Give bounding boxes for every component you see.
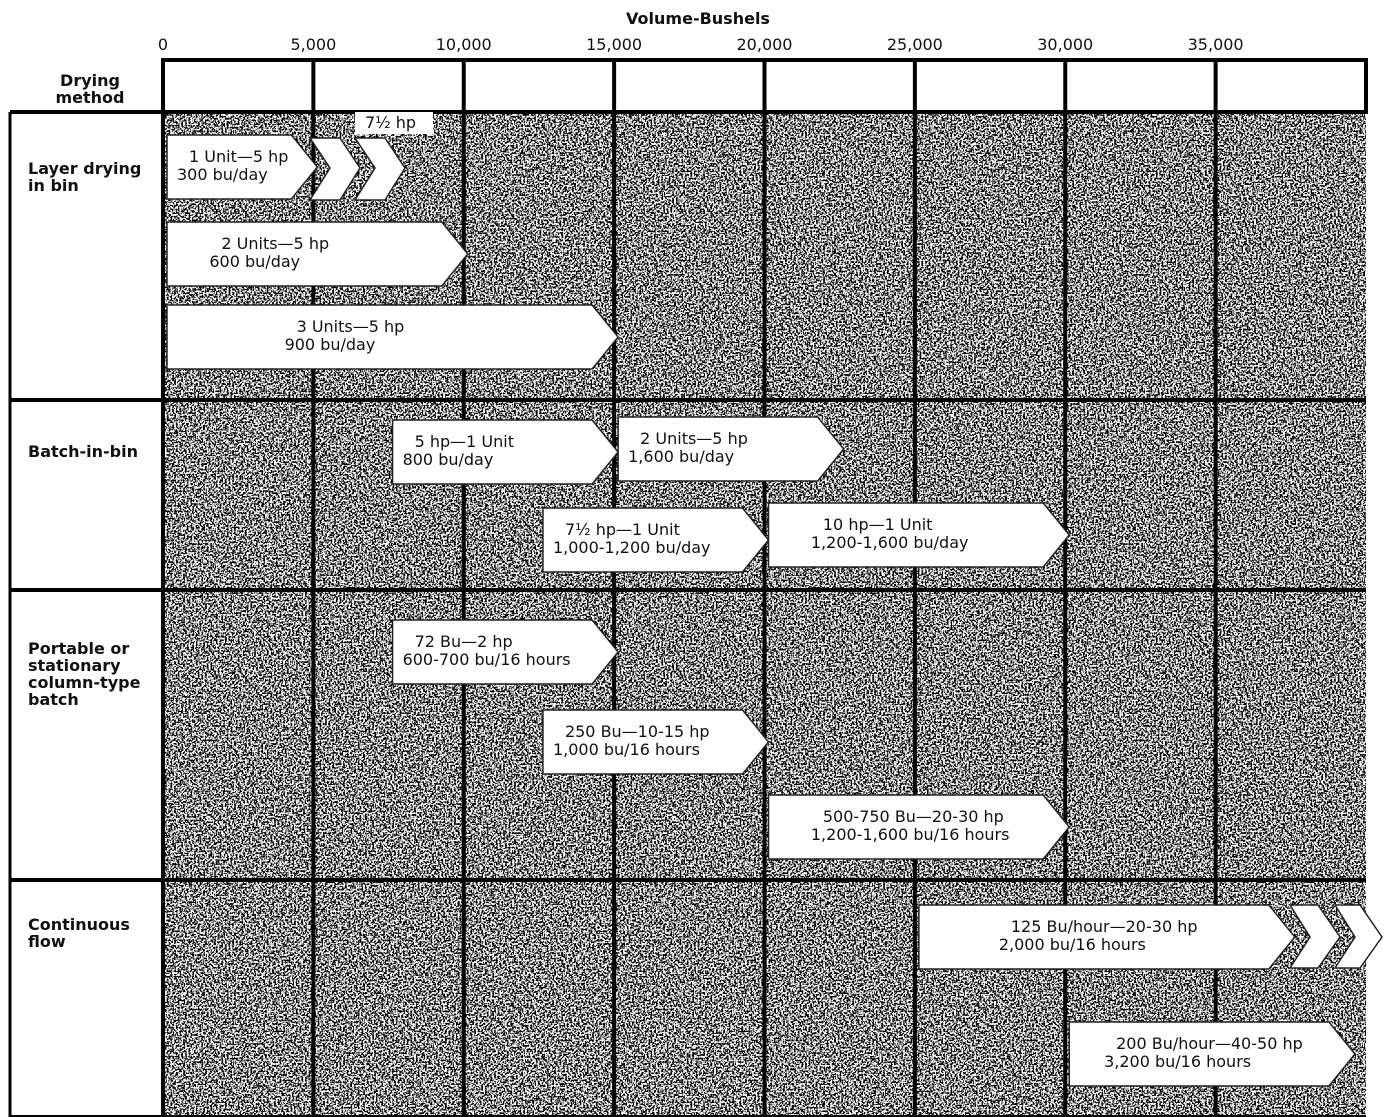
- chevron: [1333, 904, 1383, 969]
- arrow-label: 2,000 bu/16 hours: [999, 935, 1146, 954]
- row-label: Layer drying in bin: [28, 159, 142, 195]
- arrow-label: 1,200-1,600 bu/day: [811, 533, 969, 552]
- arrow-label: 1,000-1,200 bu/day: [553, 538, 711, 557]
- arrow-label: 300 bu/day: [177, 165, 268, 184]
- arrow-label: 3 Units—5 hp: [297, 317, 405, 336]
- x-tick-label: 20,000: [737, 35, 793, 54]
- arrow: [166, 134, 319, 200]
- arrow: [542, 507, 770, 573]
- x-tick-label: 30,000: [1037, 35, 1093, 54]
- arrow-label: 10 hp—1 Unit: [823, 515, 933, 534]
- note: 7½ hp: [365, 113, 416, 132]
- arrow: [542, 709, 770, 775]
- x-tick-label: 0: [158, 35, 168, 54]
- arrow-label: 5 hp—1 Unit: [415, 432, 514, 451]
- arrow-label: 250 Bu—10-15 hp: [565, 722, 710, 741]
- arrow-label: 800 bu/day: [403, 450, 494, 469]
- arrow: [391, 419, 620, 485]
- x-tick-label: 35,000: [1188, 35, 1244, 54]
- arrow: [617, 416, 845, 482]
- arrow: [767, 502, 1071, 568]
- arrow-label: 500-750 Bu—20-30 hp: [823, 807, 1004, 826]
- axis-title: Volume-Bushels: [626, 9, 770, 28]
- arrow-label: 2 Units—5 hp: [221, 234, 329, 253]
- row-label: Portable or stationary column-type batch: [28, 639, 141, 709]
- arrow-label: 72 Bu—2 hp: [415, 632, 513, 651]
- x-tick-label: 15,000: [586, 35, 642, 54]
- arrow: [1068, 1021, 1356, 1087]
- arrow-label: 200 Bu/hour—40-50 hp: [1116, 1034, 1303, 1053]
- arrow-label: 600-700 bu/16 hours: [403, 650, 571, 669]
- arrow-label: 1,200-1,600 bu/16 hours: [811, 825, 1010, 844]
- arrow: [166, 221, 469, 287]
- arrow-label: 7½ hp—1 Unit: [565, 520, 680, 539]
- chevron: [308, 137, 361, 201]
- x-tick-label: 25,000: [887, 35, 943, 54]
- chevron: [1288, 904, 1341, 969]
- corner-label: Drying method: [55, 71, 125, 107]
- arrow: [767, 794, 1071, 860]
- arrow-label: 2 Units—5 hp: [640, 429, 748, 448]
- arrow: [166, 304, 620, 370]
- x-tick-label: 10,000: [436, 35, 492, 54]
- arrow: [391, 619, 620, 685]
- arrow-label: 3,200 bu/16 hours: [1104, 1052, 1251, 1071]
- x-tick-label: 5,000: [290, 35, 336, 54]
- chevrons: [308, 137, 1383, 969]
- arrow-label: 900 bu/day: [285, 335, 376, 354]
- arrow-label: 600 bu/day: [209, 252, 300, 271]
- arrow: [918, 904, 1296, 970]
- arrow-label: 1,000 bu/16 hours: [553, 740, 700, 759]
- arrow-label: 1 Unit—5 hp: [189, 147, 288, 166]
- row-label: Batch-in-bin: [28, 442, 138, 461]
- row-label: Continuous flow: [28, 915, 130, 951]
- note-box: [355, 112, 433, 134]
- arrow-label: 1,600 bu/day: [628, 447, 734, 466]
- chevron: [353, 137, 406, 201]
- arrow-label: 125 Bu/hour—20-30 hp: [1011, 917, 1198, 936]
